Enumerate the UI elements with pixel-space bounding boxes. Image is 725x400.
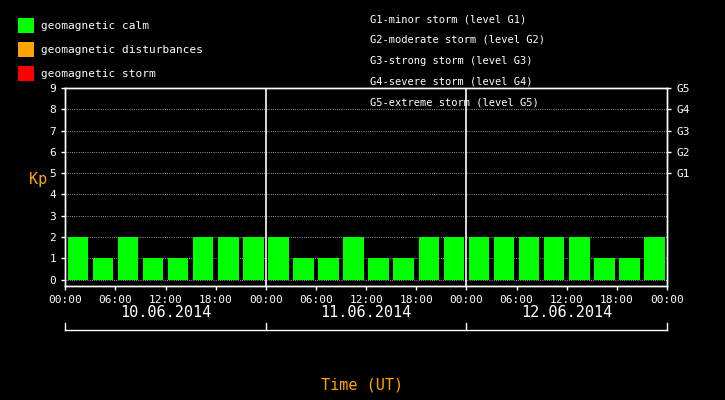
Bar (468, 237, 489, 280)
Text: 12.06.2014: 12.06.2014 (521, 305, 613, 320)
Text: 10.06.2014: 10.06.2014 (120, 305, 211, 320)
Bar (418, 237, 439, 280)
Bar (368, 258, 389, 280)
Bar (67, 237, 88, 280)
Text: 11.06.2014: 11.06.2014 (320, 305, 412, 320)
Text: G2-moderate storm (level G2): G2-moderate storm (level G2) (370, 35, 544, 45)
Bar (117, 237, 138, 280)
Bar (268, 237, 289, 280)
Bar (243, 237, 264, 280)
Bar (569, 237, 589, 280)
Bar (494, 237, 514, 280)
Bar (544, 237, 565, 280)
Text: geomagnetic storm: geomagnetic storm (41, 69, 156, 78)
Bar (594, 258, 615, 280)
Bar (293, 258, 314, 280)
Text: geomagnetic disturbances: geomagnetic disturbances (41, 45, 203, 55)
Bar (645, 237, 665, 280)
Text: Time (UT): Time (UT) (321, 377, 404, 392)
Text: G4-severe storm (level G4): G4-severe storm (level G4) (370, 76, 532, 86)
Bar (394, 258, 414, 280)
Text: G5-extreme storm (level G5): G5-extreme storm (level G5) (370, 97, 539, 107)
Bar (344, 237, 364, 280)
Bar (318, 258, 339, 280)
Bar (519, 237, 539, 280)
Text: G3-strong storm (level G3): G3-strong storm (level G3) (370, 56, 532, 66)
Bar (218, 237, 239, 280)
Bar (143, 258, 163, 280)
Text: G1-minor storm (level G1): G1-minor storm (level G1) (370, 14, 526, 24)
Bar (444, 237, 464, 280)
Bar (619, 258, 639, 280)
Y-axis label: Kp: Kp (29, 172, 47, 187)
Bar (93, 258, 113, 280)
Bar (193, 237, 213, 280)
Bar (167, 258, 188, 280)
Text: geomagnetic calm: geomagnetic calm (41, 20, 149, 31)
